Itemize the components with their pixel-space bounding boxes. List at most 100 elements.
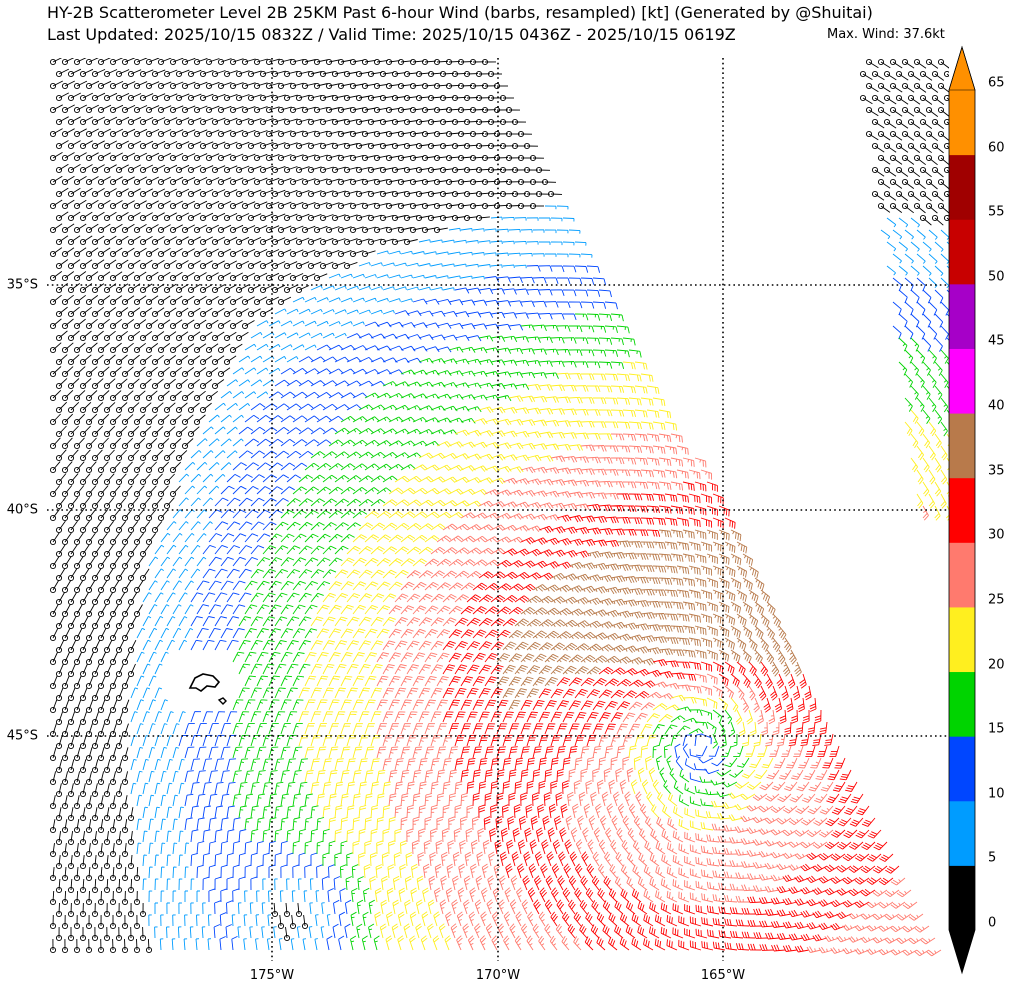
wind-barb (244, 628, 257, 639)
wind-barb (622, 712, 636, 723)
wind-barb (346, 404, 362, 411)
wind-barb (262, 284, 274, 291)
wind-barb (904, 205, 914, 214)
calm-circle (505, 178, 513, 186)
wind-barb (544, 396, 560, 403)
wind-barb (400, 369, 416, 375)
wind-barb (52, 271, 63, 279)
wind-barb (304, 628, 318, 639)
wind-barb (622, 734, 633, 747)
calm-circle (97, 394, 105, 402)
wind-barb (322, 166, 334, 171)
wind-barb (142, 164, 154, 171)
wind-barb (773, 757, 786, 769)
wind-barb (82, 354, 92, 363)
wind-barb (346, 593, 361, 603)
calm-circle (205, 154, 213, 162)
wind-barb (604, 397, 619, 405)
wind-barb (412, 60, 424, 63)
wind-barb (628, 679, 644, 688)
wind-barb (238, 639, 251, 651)
wind-barb (328, 273, 341, 279)
wind-barb (142, 758, 149, 771)
wind-barb (340, 463, 356, 471)
wind-barb (292, 675, 305, 687)
wind-barb (352, 699, 364, 711)
wind-barb (130, 807, 134, 819)
calm-circle (913, 106, 921, 114)
wind-barb (130, 69, 142, 75)
calm-circle (115, 430, 123, 438)
wind-barb (550, 526, 566, 534)
calm-circle (157, 322, 165, 330)
wind-barb (598, 385, 613, 393)
calm-circle (139, 550, 147, 558)
wind-barb (322, 451, 338, 459)
wind-barb (490, 641, 505, 651)
calm-circle (187, 238, 195, 246)
wind-barb (364, 297, 377, 303)
wind-barb (634, 433, 648, 442)
wind-barb (250, 521, 265, 531)
calm-circle (139, 238, 147, 246)
wind-barb (496, 629, 511, 639)
calm-circle (247, 238, 255, 246)
wind-barb (70, 187, 81, 195)
wind-barb (352, 463, 368, 471)
wind-barb (508, 792, 516, 807)
wind-barb (544, 653, 559, 663)
wind-barb (76, 128, 87, 135)
calm-circle (409, 226, 417, 234)
wind-barb (118, 807, 122, 819)
wind-barb (746, 805, 762, 812)
wind-barb (124, 580, 132, 591)
calm-circle (133, 226, 141, 234)
calm-circle (73, 418, 81, 426)
calm-circle (433, 154, 441, 162)
calm-circle (121, 226, 129, 234)
wind-barb (442, 734, 453, 747)
calm-circle (67, 238, 75, 246)
calm-circle (295, 286, 303, 294)
wind-barb (490, 594, 506, 603)
calm-circle (265, 226, 273, 234)
wind-barb (52, 508, 60, 519)
wind-barb (298, 616, 312, 627)
wind-barb (454, 263, 467, 268)
wind-barb (364, 581, 379, 591)
wind-barb (70, 831, 74, 843)
calm-circle (385, 178, 393, 186)
wind-barb (388, 250, 401, 255)
calm-circle (223, 70, 231, 78)
wind-barb (616, 373, 630, 382)
wind-barb (196, 319, 207, 327)
calm-circle (229, 58, 237, 66)
wind-barb (472, 559, 488, 567)
wind-barb (232, 462, 247, 471)
calm-circle (139, 94, 147, 102)
wind-barb (916, 349, 926, 364)
wind-barb (130, 735, 138, 747)
wind-barb (424, 275, 437, 279)
calm-circle (277, 82, 285, 90)
wind-barb (490, 430, 506, 438)
wind-barb (58, 711, 64, 723)
wind-barb (604, 540, 620, 548)
wind-barb (741, 769, 756, 779)
wind-barb (106, 307, 117, 315)
wind-barb (118, 69, 130, 75)
wind-barb (700, 517, 713, 528)
wind-barb (76, 508, 85, 519)
calm-circle (55, 238, 63, 246)
wind-barb (550, 313, 565, 320)
wind-barb (268, 675, 280, 687)
wind-barb (946, 193, 949, 197)
wind-barb (316, 178, 328, 183)
wind-barb (448, 792, 456, 807)
wind-barb (280, 154, 292, 159)
wind-barb (334, 332, 347, 339)
calm-circle (97, 418, 105, 426)
wind-barb (655, 755, 662, 771)
wind-barb (286, 213, 298, 219)
calm-circle (157, 274, 165, 282)
